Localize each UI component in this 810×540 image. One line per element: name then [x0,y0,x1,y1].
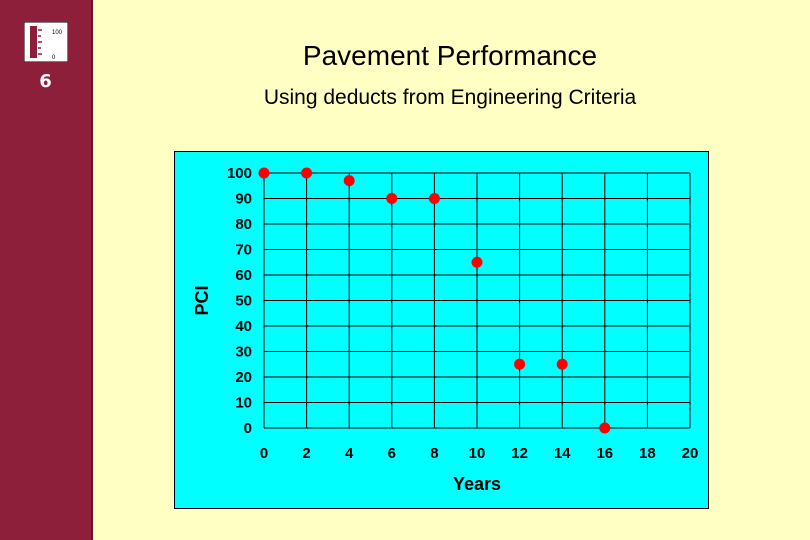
x-tick-label: 0 [260,445,268,462]
data-point [514,358,526,370]
logo-bottom-label: 0 [52,55,56,61]
x-tick-label: 4 [345,445,354,462]
x-tick-label: 16 [596,445,613,462]
pci-scale-icon: 100 0 [24,22,68,62]
y-tick-label: 80 [235,216,252,233]
y-tick-label: 20 [235,369,252,386]
y-tick-label: 70 [235,242,252,259]
x-axis-label: Years [453,474,501,494]
x-tick-label: 12 [511,445,528,462]
sidebar: 100 0 6 [0,0,93,540]
y-tick-label: 40 [235,318,252,335]
data-point [599,422,611,434]
x-tick-labels: 0 2 4 6 8 10 12 14 16 18 20 [260,445,699,462]
chart-area: 0 10 20 30 40 50 60 70 80 90 100 0 2 4 6 8 10 12 14 16 18 20… [174,151,709,509]
x-tick-label: 20 [682,445,699,462]
x-tick-label: 18 [639,445,656,462]
x-tick-label: 2 [302,445,310,462]
y-tick-label: 30 [235,344,252,361]
grid-lines [263,172,691,429]
y-tick-label: 10 [235,395,252,412]
data-point [428,193,440,204]
y-tick-label: 90 [235,191,252,208]
slide-number: 6 [39,71,52,92]
page-title: Pavement Performance [302,40,598,71]
data-points [258,167,611,434]
x-tick-label: 14 [554,445,571,462]
y-tick-label: 60 [235,267,252,284]
y-tick-label: 50 [235,293,252,310]
y-axis-label: PCI [192,285,212,315]
data-point [386,193,398,204]
x-tick-label: 10 [469,445,486,462]
page-subtitle: Using deducts from Engineering Criteria [263,86,637,109]
data-point [301,167,313,179]
data-point [556,358,568,370]
x-tick-label: 8 [430,445,438,462]
pci-scale-logo: 100 0 [24,22,68,62]
data-point [471,256,483,268]
data-point [258,167,270,179]
logo-top-label: 100 [52,30,63,36]
pci-scatter-chart: 0 10 20 30 40 50 60 70 80 90 100 0 2 4 6 8 10 12 14 16 18 20… [192,165,699,494]
y-tick-label: 0 [244,420,252,437]
y-tick-label: 100 [227,165,252,182]
y-tick-labels: 0 10 20 30 40 50 60 70 80 90 100 [227,165,252,437]
x-tick-label: 6 [388,445,396,462]
data-point [343,175,355,187]
